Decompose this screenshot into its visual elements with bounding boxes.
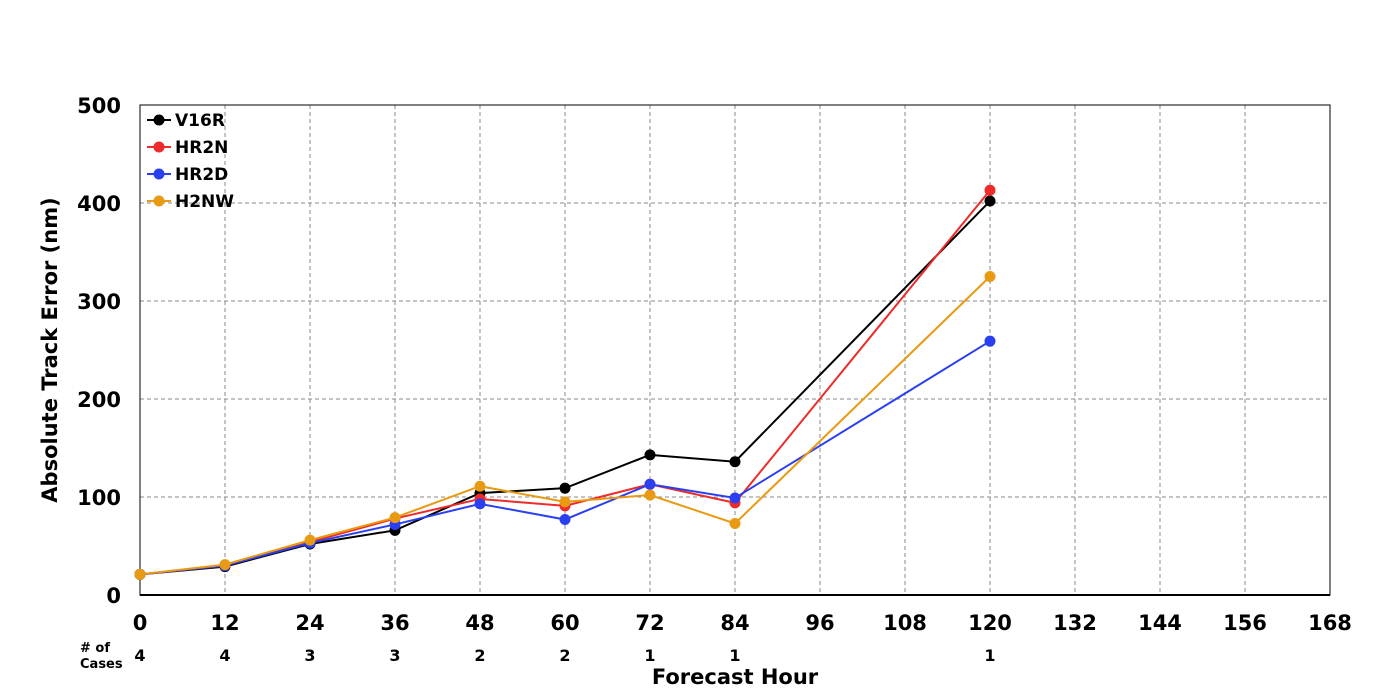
y-tick-label: 500	[77, 94, 121, 118]
legend-label: HR2D	[175, 165, 228, 185]
legend-item: V16R	[147, 111, 225, 131]
y-tick-label: 200	[77, 388, 121, 412]
x-axis-title: Forecast Hour	[652, 665, 819, 689]
y-tick-label: 0	[106, 584, 121, 608]
legend-item: HR2N	[147, 138, 228, 158]
series-h2nw	[134, 271, 996, 580]
x-tick-label: 132	[1053, 611, 1097, 635]
case-count: 3	[389, 646, 400, 665]
case-count: 2	[559, 646, 570, 665]
legend-item: HR2D	[147, 165, 228, 185]
x-tick-label: 48	[465, 611, 494, 635]
cases-label-line2: Cases	[80, 657, 123, 672]
data-point	[474, 498, 486, 510]
y-axis-title: Absolute Track Error (nm)	[38, 197, 62, 502]
cases-row: # of Cases 4 4 3 3 2 2 1 1 1	[80, 641, 996, 672]
legend-swatch-marker	[153, 141, 165, 153]
data-point	[984, 195, 996, 207]
x-tick-label: 0	[133, 611, 148, 635]
legend: V16R HR2N HR2D H2NW	[147, 111, 234, 212]
legend-item: H2NW	[147, 192, 234, 212]
case-count: 1	[644, 646, 655, 665]
data-point	[389, 512, 401, 524]
data-point	[644, 489, 656, 501]
cases-label-line1: # of	[80, 641, 110, 656]
legend-label: H2NW	[175, 192, 234, 212]
data-point	[559, 514, 571, 526]
y-tick-label: 300	[77, 290, 121, 314]
data-point	[559, 496, 571, 508]
case-count: 4	[134, 646, 145, 665]
data-point	[134, 568, 146, 580]
x-tick-label: 168	[1308, 611, 1352, 635]
x-tick-labels: 0 12 24 36 48 60 72 84 96 108 120 132 144 156 168	[133, 611, 1352, 635]
legend-label: HR2N	[175, 138, 228, 158]
case-count: 1	[984, 646, 995, 665]
x-tick-label: 12	[210, 611, 239, 635]
x-tick-label: 108	[883, 611, 927, 635]
y-tick-label: 400	[77, 192, 121, 216]
x-tick-label: 84	[720, 611, 749, 635]
legend-swatch-marker	[153, 168, 165, 180]
data-point	[984, 271, 996, 282]
case-count: 3	[304, 646, 315, 665]
x-tick-label: 72	[635, 611, 664, 635]
data-point	[644, 478, 656, 490]
x-tick-label: 144	[1138, 611, 1182, 635]
data-point	[729, 456, 741, 468]
data-point	[559, 482, 571, 494]
legend-swatch-marker	[153, 195, 165, 207]
grid-lines	[140, 105, 1330, 595]
legend-label: V16R	[175, 111, 225, 131]
data-point	[729, 517, 741, 529]
case-count: 4	[219, 646, 230, 665]
x-tick-label: 96	[805, 611, 834, 635]
data-point	[304, 534, 316, 546]
data-point	[729, 492, 741, 504]
data-point	[474, 480, 486, 492]
y-tick-label: 100	[77, 486, 121, 510]
data-point	[644, 449, 656, 461]
x-tick-label: 156	[1223, 611, 1267, 635]
data-point	[219, 559, 231, 571]
x-tick-label: 60	[550, 611, 579, 635]
case-count: 1	[729, 646, 740, 665]
x-tick-label: 36	[380, 611, 409, 635]
legend-swatch-marker	[153, 114, 165, 126]
series-line	[139, 275, 991, 576]
data-point	[984, 184, 996, 196]
case-count: 2	[474, 646, 485, 665]
series-layer	[134, 184, 996, 580]
data-point	[984, 335, 996, 347]
x-tick-label: 24	[295, 611, 324, 635]
y-tick-labels: 0 100 200 300 400 500	[77, 94, 121, 608]
x-tick-label: 120	[968, 611, 1012, 635]
